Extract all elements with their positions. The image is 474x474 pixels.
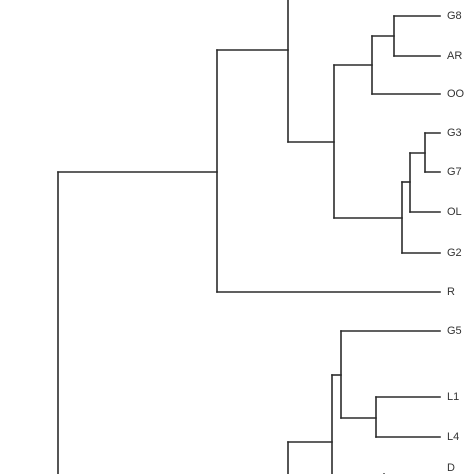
dendrogram-branches (57, 0, 441, 474)
leaf-label-ol: OL (447, 206, 462, 218)
leaf-label-r: R (447, 286, 455, 298)
leaf-label-g3: G3 (447, 127, 462, 139)
leaf-label-d: D (447, 462, 455, 474)
dendrogram-leaf-labels: G8 AR OO G3 G7 OL G2 R G5 L1 L4 D (447, 10, 465, 474)
leaf-label-l4: L4 (447, 431, 459, 443)
leaf-label-oo: OO (447, 88, 465, 100)
leaf-label-ar: AR (447, 50, 462, 62)
leaf-label-g5: G5 (447, 325, 462, 337)
leaf-label-g2: G2 (447, 247, 462, 259)
leaf-label-g8: G8 (447, 10, 462, 22)
leaf-label-g7: G7 (447, 166, 462, 178)
leaf-label-l1: L1 (447, 391, 459, 403)
